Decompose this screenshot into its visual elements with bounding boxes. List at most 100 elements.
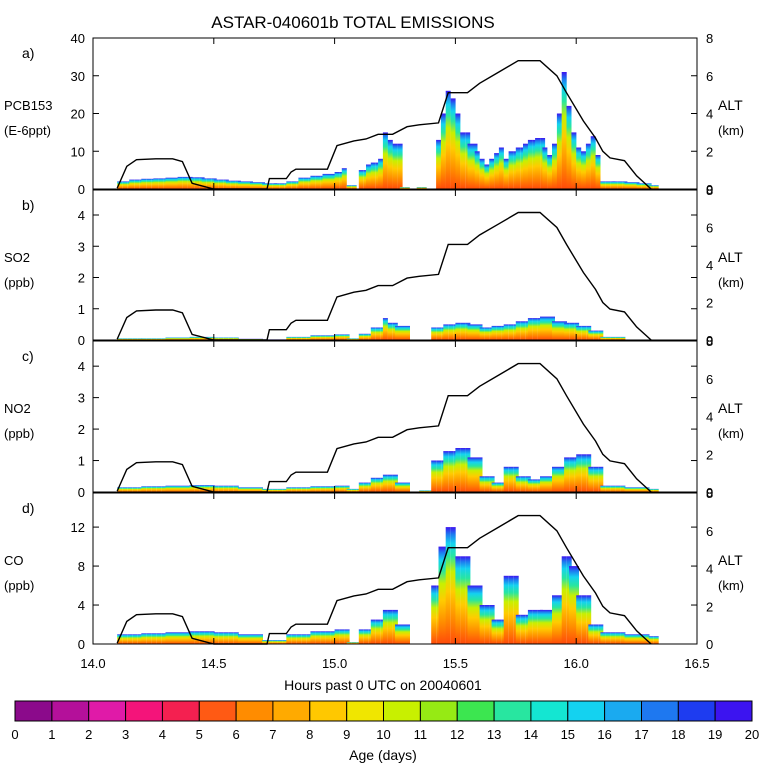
emission-bar bbox=[605, 336, 611, 340]
emission-bar bbox=[175, 485, 181, 492]
emission-bar bbox=[552, 321, 557, 341]
emission-bar bbox=[177, 176, 183, 189]
emission-bar bbox=[653, 185, 659, 189]
colorbar-swatch bbox=[51, 700, 90, 722]
emission-bar bbox=[363, 629, 369, 644]
emission-bar bbox=[201, 178, 207, 189]
emission-bar bbox=[552, 595, 557, 644]
emission-bar bbox=[129, 179, 135, 189]
emission-bar bbox=[634, 487, 640, 492]
emission-bar bbox=[474, 151, 480, 190]
emission-bar bbox=[593, 624, 599, 644]
emission-bar bbox=[375, 477, 381, 492]
emission-bar bbox=[395, 624, 400, 644]
emission-bar bbox=[334, 334, 340, 340]
emission-bar bbox=[346, 338, 352, 340]
emission-bar bbox=[436, 460, 442, 492]
emission-bar bbox=[204, 631, 210, 644]
emission-bar bbox=[291, 336, 297, 340]
panel-3: 0 1 2 3 4 0 2 4 6 8 c) NO2 (ppb) ALT (km) bbox=[4, 334, 744, 500]
emission-bar bbox=[185, 632, 191, 644]
emission-bar bbox=[322, 173, 328, 189]
emission-bar bbox=[489, 158, 495, 189]
emission-bar bbox=[137, 634, 143, 644]
emission-bar bbox=[547, 155, 553, 189]
species-label: PCB153 bbox=[4, 98, 52, 113]
emission-bar bbox=[344, 485, 350, 492]
emission-bar bbox=[472, 457, 478, 492]
emission-bar bbox=[301, 634, 307, 644]
emission-bar bbox=[513, 575, 519, 644]
emission-bar bbox=[170, 632, 176, 644]
emission-bar bbox=[600, 485, 606, 492]
emission-bar bbox=[477, 457, 483, 492]
emission-bar bbox=[404, 187, 410, 189]
emission-bar bbox=[460, 132, 466, 189]
emission-bar bbox=[277, 640, 283, 644]
emission-bar bbox=[443, 324, 449, 340]
emission-bar bbox=[540, 609, 545, 644]
emission-bar bbox=[358, 170, 364, 189]
emission-bar bbox=[598, 466, 604, 492]
emission-bar bbox=[564, 457, 570, 492]
x-tick-label: 15.0 bbox=[322, 656, 347, 671]
emission-bar bbox=[243, 181, 248, 189]
emission-bar bbox=[644, 634, 650, 644]
emission-bar bbox=[204, 485, 210, 492]
emission-bar bbox=[436, 327, 442, 340]
emission-bar bbox=[496, 325, 502, 340]
emission-bar bbox=[436, 139, 442, 189]
emission-bar bbox=[576, 454, 582, 493]
emission-bar bbox=[156, 338, 162, 340]
species-label: NO2 bbox=[4, 401, 31, 416]
emission-bar bbox=[346, 185, 352, 189]
emission-bar bbox=[450, 527, 456, 644]
emission-bar bbox=[382, 609, 388, 644]
emission-bar bbox=[472, 585, 478, 644]
altitude-tick-label: 4 bbox=[706, 107, 713, 122]
emission-bar bbox=[382, 474, 388, 492]
emission-bar bbox=[209, 631, 215, 644]
emission-bar bbox=[545, 316, 550, 340]
emission-bar bbox=[325, 631, 331, 644]
emission-bar bbox=[569, 322, 575, 340]
emission-bar bbox=[431, 585, 437, 644]
emission-bar bbox=[194, 177, 200, 189]
emission-bar bbox=[156, 486, 162, 492]
emission-bar bbox=[301, 487, 307, 492]
colorbar-swatch bbox=[419, 700, 458, 722]
panel-2: 0 1 2 3 4 0 2 4 6 8 b) SO2 (ppb) ALT (km) bbox=[4, 183, 744, 348]
emission-bar bbox=[315, 175, 321, 189]
emission-bar bbox=[141, 633, 147, 644]
x-tick-label: 16.0 bbox=[564, 656, 589, 671]
emission-bar bbox=[639, 487, 645, 492]
emission-bar bbox=[508, 575, 514, 644]
emission-bar bbox=[272, 640, 278, 644]
emission-bar bbox=[161, 633, 167, 644]
emission-bar bbox=[233, 337, 239, 340]
colorbar-swatch bbox=[677, 700, 716, 722]
emission-bar bbox=[122, 487, 128, 492]
emission-bar bbox=[467, 457, 473, 492]
emission-bar bbox=[624, 487, 630, 492]
emission-bar bbox=[472, 324, 478, 340]
emission-bar bbox=[405, 325, 410, 340]
emission-bar bbox=[189, 485, 195, 492]
emission-bar bbox=[615, 485, 621, 492]
emission-bar bbox=[132, 338, 138, 340]
emission-bar bbox=[387, 322, 393, 340]
emission-bar bbox=[527, 609, 533, 644]
altitude-tick-label: 8 bbox=[706, 334, 713, 349]
emission-bar bbox=[267, 640, 273, 644]
emission-bar bbox=[218, 485, 224, 492]
y-tick-label: 3 bbox=[78, 391, 85, 406]
altitude-tick-label: 8 bbox=[706, 31, 713, 46]
colorbar-swatch bbox=[346, 700, 385, 722]
emission-bar bbox=[450, 98, 456, 189]
altitude-line bbox=[116, 211, 652, 341]
panel-letter: c) bbox=[22, 348, 34, 364]
emission-bar bbox=[310, 631, 316, 644]
emission-bar bbox=[545, 609, 550, 644]
emission-bar bbox=[641, 183, 647, 189]
emission-bar bbox=[617, 181, 623, 189]
